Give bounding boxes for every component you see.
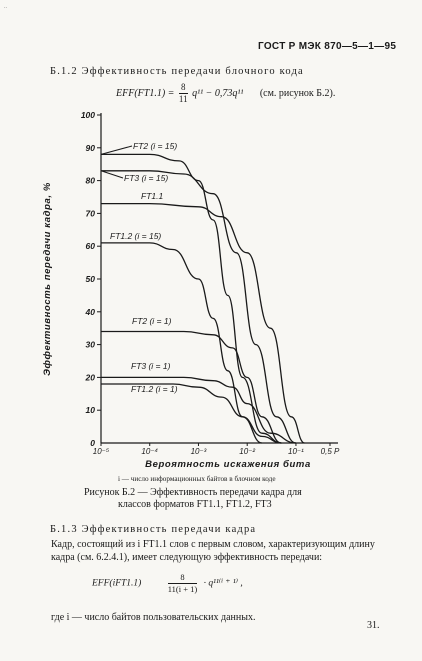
y-tick-label: 10 [86,405,96,415]
section-b12-title: Б.1.2 Эффективность передачи блочного ко… [50,66,304,77]
section-b13-where: где i — число байтов пользовательских да… [51,612,256,623]
figure-note: i — число информационных байтов в блочно… [118,475,276,483]
series-line [101,170,297,444]
corner-mark: .. [4,4,7,10]
formula-block-code: EFF(FT1.1) = 8 11 q¹¹ − 0,73q¹¹ (см. рис… [116,82,335,105]
series-line [101,153,282,444]
y-tick-label: 0 [90,438,95,448]
series-label-leader [100,145,133,155]
y-tick-label: 70 [86,208,96,218]
x-tick-label: 10⁻³ [191,447,207,456]
formula-lhs: EFF(FT1.1) = [116,87,175,99]
series-label: FT1.2 (i = 1) [131,384,178,394]
series-label: FT1.1 [141,191,163,201]
x-tick-label: 10⁻¹ [288,447,304,456]
formula2-fraction: 8 11(i + 1) [167,572,198,595]
formula2-numerator: 8 [167,572,198,584]
series-label: FT2 (i = 15) [133,141,177,151]
series-line [101,330,282,444]
formula-denominator: 11 [178,94,188,104]
x-tick-label: 10⁻⁵ [93,447,110,456]
chart-axes: 0 10 20 30 40 50 60 70 80 90 100 10⁻⁵ 10⁻⁴ 10⁻³ 10⁻² 10… [42,110,340,470]
formula2-lhs: EFF(iFT1.1) [92,578,142,589]
standard-header: ГОСТ Р МЭК 870—5—1—95 [258,41,397,52]
y-tick-label: 30 [86,340,96,350]
series-line [101,376,296,444]
formula-figure-ref: (см. рисунок Б.2). [259,87,336,99]
formula-fraction: 8 11 [178,82,188,105]
efficiency-chart: 0 10 20 30 40 50 60 70 80 90 100 10⁻⁵ 10⁻⁴ 10⁻³ 10⁻² 10… [42,110,340,470]
y-tick-label: 100 [81,110,95,120]
formula-numerator: 8 [178,82,188,94]
series-label: FT2 (i = 1) [132,316,172,326]
section-b13-title: Б.1.3 Эффективность передачи кадра [50,524,257,535]
y-tick-label: 90 [86,143,96,153]
formula2-denominator: 11(i + 1) [167,584,198,594]
y-tick-label: 60 [86,241,96,251]
series-label: FT3 (i = 15) [124,173,168,183]
series-label-leader [100,170,124,179]
series-line [100,383,282,444]
series-label: FT1.2 (i = 15) [110,231,161,241]
x-tick-label: 10⁻⁴ [141,447,158,456]
formula2-rest: · q¹¹⁽ⁱ ⁺ ¹⁾ , [203,578,243,589]
y-tick-label: 20 [85,372,96,382]
x-tick-label: 10⁻² [239,447,255,456]
y-axis-label: Эффективность передачи кадра, % [42,182,53,376]
y-tick-label: 40 [85,307,96,317]
series-line [100,202,305,444]
chart-curves [100,153,305,444]
page-number: 31. [367,620,380,631]
section-b13-paragraph: Кадр, состоящий из i FT1.1 слов с первым… [51,539,375,563]
figure-caption-line-2: классов форматов FT1.1, FT1.2, FT3 [118,499,272,510]
series-label: FT3 (i = 1) [131,361,171,371]
x-tick-label: 0,5 P [321,447,340,456]
figure-caption-line-1: Рисунок Б.2 — Эффективность передачи кад… [84,487,302,498]
formula-rest: q¹¹ − 0,73q¹¹ [192,87,244,99]
formula-frame-efficiency: EFF(iFT1.1) 8 11(i + 1) · q¹¹⁽ⁱ ⁺ ¹⁾ , [92,572,243,595]
series-line [101,242,263,444]
x-axis-label: Вероятность искажения бита [145,459,311,470]
y-tick-label: 80 [86,176,96,186]
chart-series-labels: FT2 (i = 15) FT3 (i = 15) FT1.1 FT1.2 (i = … [100,141,178,394]
y-tick-label: 50 [86,274,96,284]
